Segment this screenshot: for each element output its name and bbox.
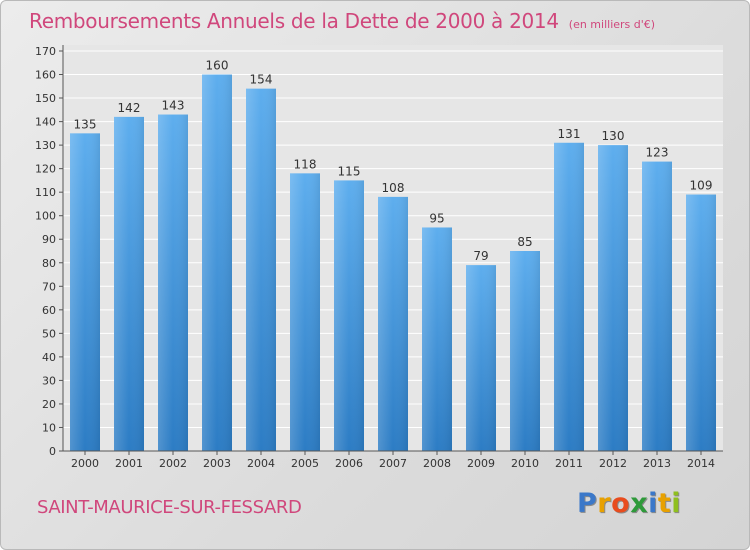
bar-shine	[510, 251, 540, 451]
y-tick-label: 80	[42, 257, 56, 270]
x-tick-label: 2009	[467, 457, 495, 470]
x-axis: 2000 2001 2002 2003 2004 2005 2006 2007 2008 2009…	[63, 450, 723, 470]
y-tick-label: 60	[42, 304, 56, 317]
bar-shine	[466, 265, 496, 451]
logo-letter: P	[577, 488, 598, 519]
bar-value-label: 142	[118, 101, 141, 115]
y-tick-label: 110	[35, 186, 56, 199]
bar-value-label: 135	[74, 117, 97, 131]
bar-value-label: 160	[206, 59, 229, 73]
y-tick-label: 140	[35, 116, 56, 129]
x-tick-label: 2000	[71, 457, 99, 470]
x-tick-label: 2001	[115, 457, 143, 470]
y-tick-label: 0	[49, 445, 56, 458]
x-tick-label: 2005	[291, 457, 319, 470]
x-tick-label: 2002	[159, 457, 187, 470]
proxiti-logo: Proxiti	[577, 488, 681, 519]
logo-letter: x	[630, 488, 649, 519]
x-tick-label: 2010	[511, 457, 539, 470]
chart-unit: (en milliers d'€)	[568, 18, 656, 31]
logo-letter: i	[671, 488, 682, 519]
bar-value-label: 108	[382, 181, 405, 195]
x-tick-label: 2004	[247, 457, 275, 470]
y-tick-label: 160	[35, 69, 56, 82]
x-tick-label: 2003	[203, 457, 231, 470]
x-tick-label: 2011	[555, 457, 583, 470]
y-tick-label: 70	[42, 280, 56, 293]
y-tick-label: 50	[42, 327, 56, 340]
bar-value-label: 95	[429, 211, 444, 225]
bar-value-label: 118	[294, 157, 317, 171]
bar-shine	[686, 194, 716, 451]
bar-shine	[290, 173, 320, 451]
town-name: SAINT-MAURICE-SUR-FESSARD	[37, 497, 302, 518]
bar-value-label: 109	[690, 179, 713, 193]
x-tick-label: 2006	[335, 457, 363, 470]
bar-shine	[422, 227, 452, 451]
y-tick-label: 170	[35, 45, 56, 58]
bar-shine	[70, 133, 100, 451]
logo-letter: t	[657, 488, 672, 519]
x-tick-label: 2007	[379, 457, 407, 470]
x-tick-label: 2013	[643, 457, 671, 470]
bar-value-label: 154	[250, 73, 273, 87]
bar-value-label: 130	[602, 129, 625, 143]
y-tick-label: 30	[42, 374, 56, 387]
logo-letter: o	[611, 488, 631, 519]
bar-shine	[114, 116, 144, 451]
bar-shine	[642, 161, 672, 451]
logo-letter: r	[597, 488, 612, 519]
bars: 135 142 143 160 154 118 115 108 95 79 85 131 130 123 1…	[70, 59, 716, 452]
bar-shine	[246, 88, 276, 451]
y-tick-label: 90	[42, 233, 56, 246]
bar-value-label: 115	[338, 164, 361, 178]
y-tick-label: 10	[42, 421, 56, 434]
bar-shine	[598, 145, 628, 451]
bar-shine	[334, 180, 364, 452]
bar-value-label: 85	[517, 235, 532, 249]
x-tick-label: 2014	[687, 457, 715, 470]
bar-value-label: 131	[558, 127, 581, 141]
y-tick-label: 130	[35, 139, 56, 152]
bar-shine	[554, 142, 584, 451]
y-tick-label: 20	[42, 398, 56, 411]
bar-shine	[202, 74, 232, 451]
bar-value-label: 143	[162, 99, 185, 113]
bar-shine	[158, 114, 188, 451]
y-tick-label: 100	[35, 210, 56, 223]
chart-title: Remboursements Annuels de la Dette de 20…	[29, 9, 655, 33]
x-tick-label: 2012	[599, 457, 627, 470]
y-tick-label: 40	[42, 351, 56, 364]
bar-value-label: 123	[646, 146, 669, 160]
chart-title-text: Remboursements Annuels de la Dette de 20…	[29, 9, 559, 33]
y-tick-label: 150	[35, 92, 56, 105]
logo-letter: i	[648, 488, 658, 519]
bar-value-label: 79	[473, 249, 488, 263]
y-axis: 0 10 20 30 40 50 60 70 80 90 100 110 120 130 140 150 160…	[35, 45, 64, 458]
y-tick-label: 120	[35, 163, 56, 176]
x-tick-label: 2008	[423, 457, 451, 470]
bar-shine	[378, 196, 408, 451]
